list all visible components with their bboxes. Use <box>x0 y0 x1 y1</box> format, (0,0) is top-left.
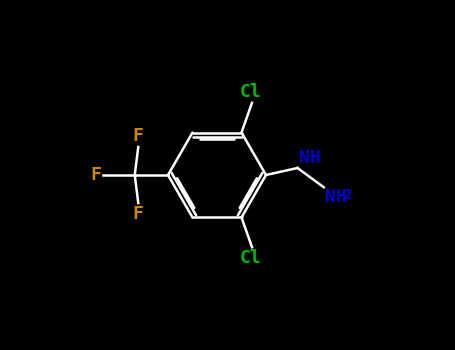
Text: Cl: Cl <box>239 249 261 267</box>
Text: F: F <box>133 127 144 145</box>
Text: F: F <box>91 166 101 184</box>
Text: 2: 2 <box>343 188 351 202</box>
Text: Cl: Cl <box>239 83 261 101</box>
Text: NH: NH <box>325 188 347 206</box>
Text: NH: NH <box>299 149 321 167</box>
Text: F: F <box>133 205 144 223</box>
